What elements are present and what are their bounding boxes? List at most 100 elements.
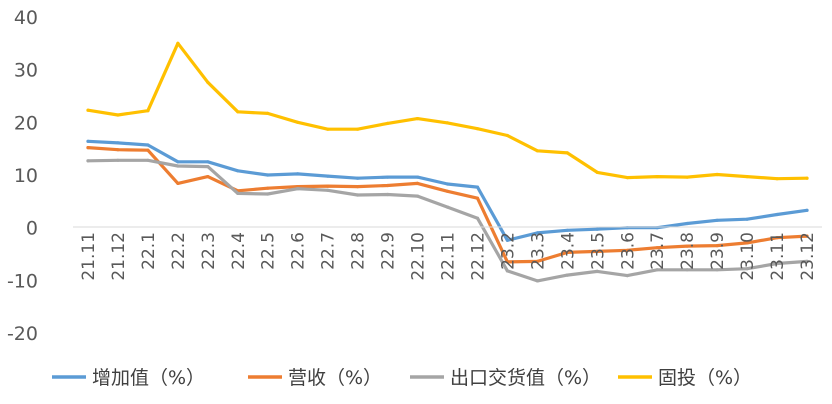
data-point	[685, 175, 689, 179]
data-point	[415, 181, 420, 185]
data-point	[146, 143, 150, 147]
x-tick-label: 22.2	[169, 232, 189, 270]
y-tick-label: -20	[7, 323, 38, 345]
data-point	[326, 127, 330, 131]
legend-item: 固投（%）	[618, 367, 752, 389]
data-point	[595, 249, 599, 253]
x-tick-label: 23.11	[768, 232, 788, 281]
series-2	[86, 146, 809, 264]
legend-item: 营收（%）	[248, 367, 382, 389]
data-point	[86, 139, 90, 143]
data-point	[356, 193, 360, 197]
data-point	[415, 117, 420, 121]
data-point	[505, 260, 509, 264]
data-point	[475, 196, 480, 200]
data-point	[745, 175, 749, 179]
data-point	[715, 268, 719, 272]
data-point	[386, 192, 390, 197]
data-point	[595, 227, 599, 231]
plot-area	[86, 41, 809, 283]
x-tick-label: 22.5	[259, 232, 279, 270]
data-point	[326, 188, 330, 192]
data-point	[775, 177, 779, 181]
data-point	[445, 182, 450, 186]
data-point	[565, 151, 569, 155]
data-point	[116, 141, 120, 145]
data-point	[685, 268, 689, 272]
data-point	[236, 191, 240, 195]
x-tick-label: 23.3	[528, 232, 548, 270]
x-tick-label: 22.10	[409, 232, 429, 281]
data-point	[565, 228, 569, 232]
data-point	[505, 269, 509, 273]
x-tick-label: 21.12	[109, 232, 129, 281]
data-point	[356, 176, 360, 180]
data-point	[116, 113, 120, 117]
y-axis: 40 30 20 10 0 -10 -20	[7, 7, 38, 345]
series-3	[86, 158, 809, 283]
x-tick-label: 22.9	[379, 232, 399, 270]
data-point	[356, 127, 360, 131]
x-tick-label: 23.12	[798, 232, 818, 281]
y-tick-label: 20	[14, 112, 38, 134]
series-4	[86, 41, 809, 181]
data-point	[685, 221, 689, 226]
data-point	[415, 175, 420, 179]
data-point	[206, 175, 210, 179]
data-point	[775, 261, 779, 266]
data-point	[206, 165, 210, 169]
data-point	[176, 164, 180, 168]
data-point	[146, 109, 150, 113]
data-point	[655, 268, 659, 272]
data-point	[595, 170, 599, 174]
legend-label: 增加值（%）	[92, 367, 205, 389]
data-point	[296, 187, 300, 191]
data-point	[805, 208, 809, 212]
data-point	[386, 175, 390, 179]
data-point	[775, 236, 779, 240]
y-tick-label: 40	[14, 7, 38, 29]
data-point	[505, 238, 509, 242]
series-1	[86, 139, 809, 242]
data-point	[805, 259, 809, 263]
y-tick-label: 10	[14, 165, 38, 187]
data-point	[86, 108, 90, 112]
data-point	[206, 160, 210, 164]
data-point	[176, 160, 180, 164]
legend-label: 出口交货值（%）	[450, 367, 601, 389]
data-point	[775, 212, 779, 217]
data-point	[745, 267, 749, 271]
data-point	[445, 121, 450, 125]
data-point	[565, 250, 569, 254]
data-point	[565, 273, 569, 277]
x-tick-label: 23.8	[678, 232, 698, 270]
x-tick-label: 22.12	[468, 232, 488, 281]
data-point	[236, 169, 240, 173]
y-tick-label: 30	[14, 60, 38, 82]
data-point	[236, 110, 240, 114]
x-tick-label: 23.7	[648, 232, 668, 270]
data-point	[715, 218, 719, 222]
data-point	[266, 186, 270, 190]
x-tick-label: 22.7	[319, 232, 339, 270]
data-point	[535, 231, 540, 235]
data-point	[505, 133, 509, 138]
data-point	[86, 159, 90, 163]
x-tick-label: 23.4	[558, 232, 578, 270]
data-point	[146, 158, 150, 162]
data-point	[146, 148, 150, 152]
x-axis: 21.11 21.12 22.1 22.2 22.3 22.4 22.5 22.6 22.7 22…	[73, 226, 822, 281]
data-point	[685, 244, 689, 248]
legend-label: 营收（%）	[288, 367, 382, 389]
x-tick-label: 22.1	[139, 232, 159, 270]
x-tick-label: 22.4	[229, 232, 249, 270]
data-point	[535, 259, 540, 263]
data-point	[326, 184, 330, 188]
data-point	[386, 183, 390, 188]
data-point	[625, 248, 629, 252]
x-tick-label: 23.5	[588, 232, 608, 270]
data-point	[445, 189, 450, 193]
x-tick-label: 22.6	[289, 232, 309, 270]
data-point	[176, 181, 180, 185]
x-tick-label: 21.11	[79, 232, 99, 281]
